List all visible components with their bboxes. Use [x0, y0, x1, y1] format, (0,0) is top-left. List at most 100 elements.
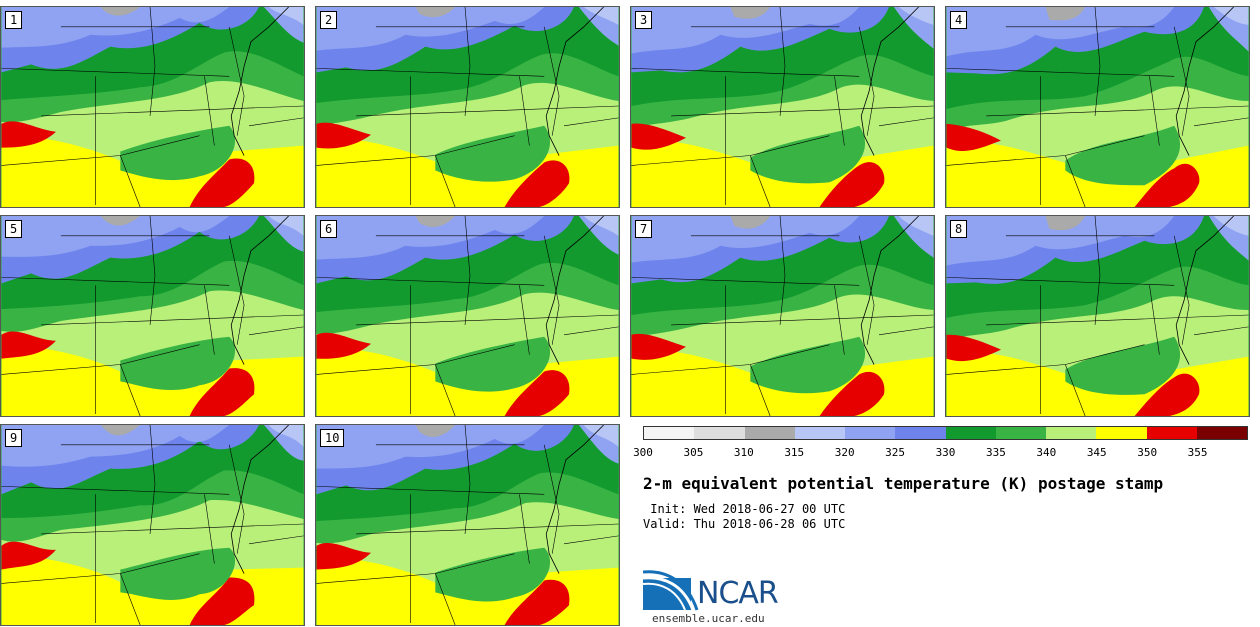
map-6	[316, 216, 619, 416]
boundary-line-2	[631, 277, 860, 286]
band-350-east	[819, 162, 885, 207]
member-label-7: 7	[635, 220, 653, 238]
band-350-west	[316, 122, 371, 149]
band-320	[631, 7, 860, 54]
band-335-se	[1065, 125, 1181, 186]
member-label-3: 3	[635, 11, 653, 29]
band-350-east	[504, 160, 570, 207]
band-350-east	[189, 577, 255, 625]
band-315-ne	[268, 425, 304, 447]
colorbar-tick-330: 330	[935, 446, 956, 459]
band-310	[730, 216, 771, 229]
band-310	[100, 216, 141, 226]
state-boundaries	[946, 216, 1249, 416]
band-335-se	[120, 125, 236, 181]
boundary-line-2	[316, 486, 545, 495]
boundary-line-8	[878, 117, 934, 127]
ncar-logo-text: NCAR	[697, 576, 779, 611]
coastline	[545, 7, 604, 156]
colorbar-swatch-350	[1146, 427, 1197, 439]
boundary-line-8	[563, 117, 619, 127]
colorbar-swatch-315	[794, 427, 845, 439]
boundary-line-2	[316, 68, 545, 77]
boundary-line-2	[631, 68, 860, 77]
boundary-line-8	[248, 326, 304, 336]
colorbar-tick-335: 335	[985, 446, 1006, 459]
boundary-line-7	[228, 235, 245, 345]
band-350-east	[189, 158, 255, 207]
state-boundaries	[631, 7, 934, 207]
colorbar-swatch-325	[895, 427, 946, 439]
state-boundaries	[316, 425, 619, 625]
band-315-ne	[268, 216, 304, 236]
boundary-line-3	[356, 523, 619, 535]
band-335-se	[1065, 336, 1181, 395]
colorbar-tick-315: 315	[784, 446, 805, 459]
band-335-se	[750, 336, 866, 394]
boundary-line-6	[519, 494, 530, 564]
band-335-se	[435, 547, 551, 602]
boundary-line-6	[834, 76, 845, 146]
band-350-east	[504, 370, 570, 416]
boundary-line-2	[316, 277, 545, 286]
map-10	[316, 425, 619, 625]
boundary-line-2	[946, 277, 1175, 286]
member-label-8: 8	[950, 220, 968, 238]
map-4	[946, 7, 1249, 207]
band-320	[316, 7, 545, 51]
band-350-east	[819, 371, 885, 416]
band-320	[1, 425, 230, 467]
boundary-line-8	[1193, 117, 1249, 127]
boundary-line-6	[519, 285, 530, 355]
band-315-ne	[898, 216, 934, 236]
band-350-west	[1, 121, 56, 148]
colorbar-swatch-300	[644, 427, 695, 439]
member-label-6: 6	[320, 220, 338, 238]
boundary-line-9	[120, 155, 141, 207]
boundary-line-6	[204, 494, 215, 564]
boundary-line-7	[1173, 26, 1190, 136]
boundary-line-9	[120, 364, 141, 416]
boundary-line-8	[248, 117, 304, 127]
colorbar-tick-310: 310	[733, 446, 754, 459]
band-315-ne	[583, 425, 619, 447]
band-320	[631, 216, 860, 263]
band-350-east	[504, 579, 570, 625]
band-320	[946, 7, 1175, 57]
boundary-line-7	[228, 26, 245, 136]
band-350-west	[946, 334, 1001, 362]
band-350-west	[631, 333, 686, 360]
coastline	[545, 216, 604, 365]
boundary-line-7	[543, 26, 560, 136]
ncar-logo-icon	[643, 570, 699, 611]
colorbar-swatch-310	[744, 427, 795, 439]
member-label-4: 4	[950, 11, 968, 29]
member-label-5: 5	[5, 220, 23, 238]
map-1	[1, 7, 304, 207]
map-7	[631, 216, 934, 416]
boundary-line-7	[1173, 235, 1190, 345]
band-350-west	[631, 123, 686, 150]
state-boundaries	[1, 7, 304, 207]
colorbar-tick-300: 300	[633, 446, 653, 459]
boundary-line-9	[120, 573, 141, 625]
member-panel-3: 3	[630, 6, 935, 208]
band-350-west	[1, 541, 56, 570]
band-320	[1, 216, 230, 257]
colorbar-tick-345: 345	[1086, 446, 1107, 459]
boundary-line-2	[946, 68, 1175, 77]
boundary-line-3	[356, 314, 619, 326]
boundary-line-8	[563, 326, 619, 336]
coastline	[860, 216, 919, 365]
band-320	[1, 7, 230, 48]
map-5	[1, 216, 304, 416]
band-335-se	[120, 547, 236, 600]
boundary-line-7	[228, 444, 245, 554]
boundary-line-6	[519, 76, 530, 146]
band-350-west	[1, 331, 56, 359]
map-8	[946, 216, 1249, 416]
boundary-line-3	[41, 523, 304, 535]
coastline	[230, 216, 289, 365]
band-310	[1045, 216, 1086, 231]
boundary-line-3	[671, 105, 934, 117]
